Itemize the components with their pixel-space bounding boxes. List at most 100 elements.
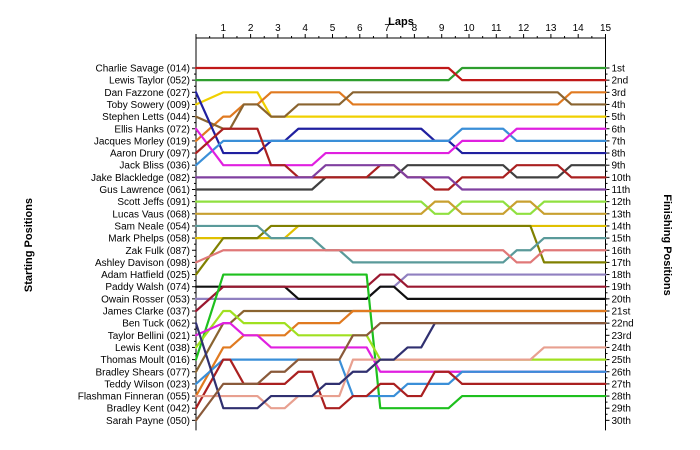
finishing-position-label: 7th [612,136,626,147]
finishing-position-label: 14th [612,221,631,232]
driver-series-line [194,224,607,276]
starting-position-label: Paddy Walsh (074) [105,282,190,293]
x-tick-label: 7 [384,23,390,34]
x-tick-label: 14 [573,23,585,34]
finishing-position-label: 17th [612,258,631,269]
finishing-position-label: 9th [612,161,626,172]
driver-series-line [194,224,607,240]
finishing-position-label: 21st [612,307,631,318]
driver-series-line [194,322,607,422]
finishing-position-label: 24th [612,343,631,354]
driver-series-line [194,66,607,82]
finishing-position-label: 19th [612,282,631,293]
starting-position-label: Stephen Letts (044) [102,112,190,123]
finishing-position-label: 10th [612,173,631,184]
finishing-position-label: 16th [612,246,631,257]
x-tick-label: 9 [439,23,445,34]
finishing-position-label: 15th [612,234,631,245]
driver-series-line [194,164,607,191]
starting-position-label: Gus Lawrence (061) [99,185,190,196]
x-tick-label: 5 [330,23,336,34]
starting-position-label: Thomas Moult (016) [101,355,190,366]
driver-series-line [194,127,607,167]
starting-position-label: Dan Fazzone (027) [104,88,190,99]
finishing-position-label: 23rd [612,331,632,342]
starting-position-label: Jack Bliss (036) [119,161,190,172]
x-tick-label: 1 [221,23,227,34]
driver-series-line [194,249,607,264]
driver-series-line [194,127,607,167]
finishing-position-label: 5th [612,112,626,123]
starting-position-label: Toby Sowery (009) [107,100,190,111]
x-tick-label: 15 [600,23,612,34]
driver-series-line [194,285,607,300]
starting-position-label: Bradley Kent (042) [107,404,190,415]
driver-series-line [194,273,607,410]
finishing-position-label: 12th [612,197,631,208]
finishing-position-label: 18th [612,270,631,281]
x-tick-label: 12 [518,23,530,34]
starting-position-label: Lucas Vaus (068) [112,209,190,220]
finishing-position-label: 4th [612,100,626,111]
finishing-position-label: 25th [612,355,631,366]
x-tick-label: 11 [491,23,502,34]
starting-position-label: Flashman Finneran (055) [78,392,190,403]
starting-position-label: Adam Hatfield (025) [101,270,190,281]
finishing-position-label: 27th [612,379,631,390]
starting-position-label: Charlie Savage (014) [96,64,191,75]
driver-series-line [194,200,607,215]
x-tick-label: 6 [357,23,363,34]
starting-position-label: Lewis Taylor (052) [109,76,190,87]
driver-series-line [194,164,607,191]
x-tick-label: 8 [412,23,418,34]
starting-position-label: Sam Neale (054) [114,221,190,232]
driver-series-line [194,224,607,264]
driver-series-line [194,66,607,82]
starting-position-label: Owain Rosser (053) [101,294,190,305]
finishing-position-label: 8th [612,149,626,160]
starting-position-label: Ellis Hanks (072) [114,124,190,135]
x-tick-label: 3 [275,23,281,34]
driver-series-line [194,309,607,373]
finishing-position-label: 29th [612,404,631,415]
finishing-position-label: 28th [612,392,631,403]
driver-series-line [194,346,607,410]
x-tick-label: 2 [248,23,254,34]
driver-series-line [194,273,607,313]
finishing-position-label: 26th [612,367,631,378]
finishing-position-label: 11th [612,185,631,196]
starting-position-label: Scott Jeffs (091) [117,197,190,208]
finishing-position-label: 13th [612,209,631,220]
x-axis-title: Laps [388,16,414,28]
x-tick-label: 10 [463,23,475,34]
starting-position-label: Aaron Drury (097) [110,149,190,160]
finishing-position-label: 1st [612,64,626,75]
starting-position-label: Ashley Davison (098) [95,258,190,269]
x-tick-label: 13 [545,23,557,34]
y-axis-title-left: Starting Positions [23,198,35,292]
finishing-position-label: 2nd [612,76,629,87]
driver-series-line [194,91,607,155]
starting-position-label: Bradley Shears (077) [96,367,191,378]
y-axis-title-right: Finishing Positions [661,194,673,295]
starting-position-label: Mark Phelps (058) [108,234,190,245]
driver-series-line [194,200,607,215]
starting-position-label: Jake Blackledge (082) [91,173,190,184]
finishing-position-label: 22nd [612,319,634,330]
starting-position-label: Zak Fulk (087) [126,246,190,257]
starting-position-label: Jacques Morley (019) [94,136,190,147]
starting-position-label: Teddy Wilson (023) [104,379,190,390]
finishing-position-label: 3rd [612,88,626,99]
driver-series-line [194,91,607,130]
starting-position-label: Taylor Bellini (021) [108,331,190,342]
starting-position-label: Ben Tuck (062) [122,319,190,330]
starting-position-label: Sarah Payne (050) [106,416,190,427]
finishing-position-label: 30th [612,416,631,427]
driver-series-line [194,91,607,118]
finishing-position-label: 20th [612,294,631,305]
finishing-position-label: 6th [612,124,626,135]
driver-series-line [194,127,607,191]
driver-series-line [194,358,607,410]
